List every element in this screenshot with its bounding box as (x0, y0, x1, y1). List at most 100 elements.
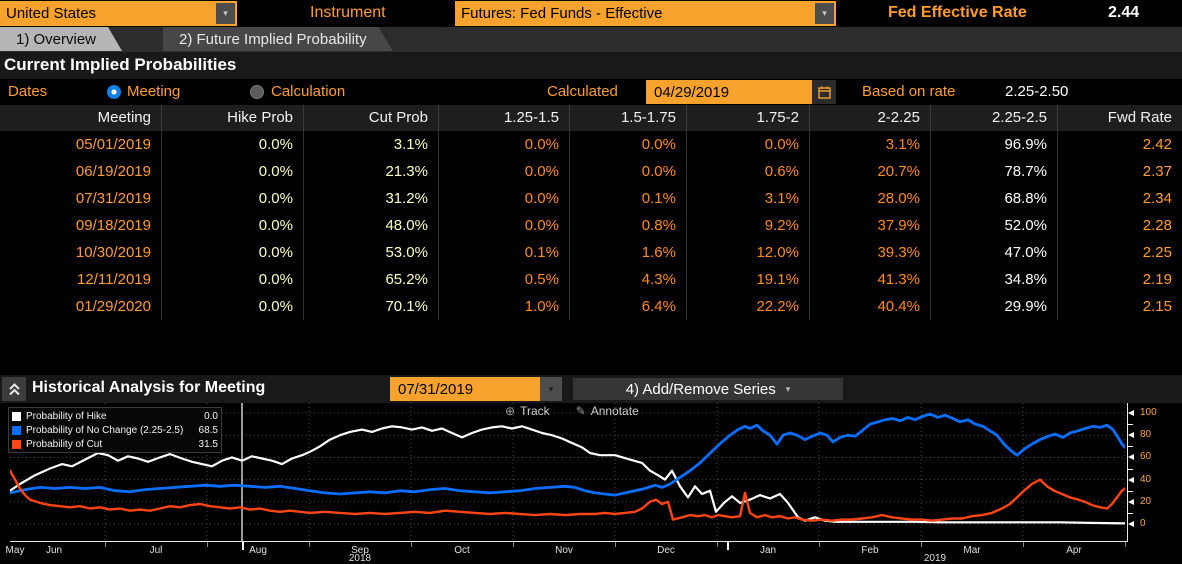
table-row[interactable]: 10/30/2019 0.0% 53.0% 0.1% 1.6% 12.0% 39.3% 47.… (0, 239, 1182, 266)
y-minor-tick (1127, 469, 1133, 470)
country-value: United States (6, 5, 97, 22)
annotate-label: Annotate (590, 404, 639, 418)
calendar-icon[interactable] (812, 80, 836, 104)
column-header-2: Cut Prob (304, 105, 439, 131)
cell-r4c7: 47.0% (931, 239, 1058, 266)
add-remove-series-label: 4) Add/Remove Series (625, 380, 776, 398)
track-label: Track (520, 404, 550, 418)
historical-meeting-value: 07/31/2019 (398, 380, 474, 398)
calculation-radio-label[interactable]: Calculation (271, 83, 346, 100)
legend-value: 68.5 (198, 424, 218, 436)
cell-r5c1: 0.0% (162, 266, 304, 293)
column-header-4: 1.5-1.75 (570, 105, 687, 131)
based-on-rate-label: Based on rate (862, 83, 956, 100)
cell-r4c5: 12.0% (687, 239, 810, 266)
track-button[interactable]: ⊕ Track (505, 404, 550, 418)
meeting-radio-label[interactable]: Meeting (127, 83, 181, 100)
chart-legend: Probability of Hike 0.0 Probability of N… (8, 407, 222, 453)
cell-r1c5: 0.6% (687, 158, 810, 185)
instrument-value: Futures: Fed Funds - Effective (461, 5, 663, 22)
chevron-down-icon: ▾ (785, 383, 791, 394)
cell-r3c3: 0.0% (439, 212, 570, 239)
y-tick-label: 40 (1140, 474, 1152, 485)
x-tick (513, 542, 514, 547)
calculated-date-input[interactable]: 04/29/2019 (646, 80, 812, 104)
collapse-chevrons-icon[interactable] (2, 377, 26, 401)
cell-r1c7: 78.7% (931, 158, 1058, 185)
cell-r1c3: 0.0% (439, 158, 570, 185)
table-row[interactable]: 05/01/2019 0.0% 3.1% 0.0% 0.0% 0.0% 3.1% 96.9% 2… (0, 131, 1182, 158)
legend-swatch (12, 425, 21, 435)
y-minor-tick (1127, 446, 1133, 447)
x-month-label: Mar (963, 545, 981, 556)
cell-r2c2: 31.2% (304, 185, 439, 212)
instrument-select[interactable]: Futures: Fed Funds - Effective ▾ (455, 1, 836, 26)
fed-effective-rate-value: 2.44 (1108, 4, 1140, 21)
legend-item-2: Probability of Cut 31.5 (12, 437, 218, 451)
based-on-rate-value: 2.25-2.50 (1005, 83, 1069, 100)
calculated-label: Calculated (547, 83, 618, 100)
cell-r3c4: 0.8% (570, 212, 687, 239)
cell-r1c8: 2.37 (1142, 163, 1172, 180)
table-row[interactable]: 09/18/2019 0.0% 48.0% 0.0% 0.8% 9.2% 37.9% 52.0… (0, 212, 1182, 239)
annotate-button[interactable]: ✎ Annotate (576, 404, 639, 418)
annotate-pencil-icon: ✎ (575, 404, 586, 418)
cell-r4c3: 0.1% (439, 239, 570, 266)
cell-r2c5: 3.1% (687, 185, 810, 212)
tab-overview[interactable]: 1) Overview (0, 27, 122, 51)
cell-r0c8: 2.42 (1142, 136, 1172, 153)
country-select[interactable]: United States ▾ (0, 1, 237, 26)
cell-r5c8: 2.19 (1142, 271, 1172, 288)
x-tick (1023, 542, 1024, 547)
cell-r3c7: 52.0% (931, 212, 1058, 239)
cell-r0c5: 0.0% (687, 131, 810, 158)
cell-r2c8: 2.34 (1142, 190, 1172, 207)
x-tick (411, 542, 412, 547)
table-row[interactable]: 12/11/2019 0.0% 65.2% 0.5% 4.3% 19.1% 41.3% 34.… (0, 266, 1182, 293)
x-tick-year (727, 542, 729, 550)
table-header-row: Meeting Hike Prob Cut Prob 1.25-1.5 1.5-1.75… (0, 105, 1182, 131)
cell-r1c2: 21.3% (304, 158, 439, 185)
cell-r3c1: 0.0% (162, 212, 304, 239)
y-minor-tick (1127, 424, 1133, 425)
cell-r3c5: 9.2% (687, 212, 810, 239)
chart-toolbar: ⊕ Track ✎ Annotate (505, 404, 639, 418)
x-tick-year (242, 542, 244, 550)
cell-r5c4: 4.3% (570, 266, 687, 293)
fed-effective-rate-label: Fed Effective Rate (888, 4, 1027, 21)
calculation-radio[interactable] (250, 85, 264, 99)
y-tick-arrow (1128, 521, 1134, 527)
cell-r5c2: 65.2% (304, 266, 439, 293)
table-row[interactable]: 06/19/2019 0.0% 21.3% 0.0% 0.0% 0.6% 20.7% 78.7… (0, 158, 1182, 185)
cell-r4c0: 10/30/2019 (0, 239, 162, 266)
x-tick (1125, 542, 1126, 547)
chevron-down-icon[interactable]: ▾ (815, 3, 834, 24)
chevron-down-icon[interactable]: ▾ (540, 377, 562, 401)
top-bar: United States ▾ Instrument Futures: Fed … (0, 0, 1182, 27)
x-month-label: Jun (45, 545, 63, 556)
chevron-down-icon[interactable]: ▾ (216, 3, 235, 24)
meeting-radio[interactable] (107, 85, 121, 99)
tab-future-implied-probability[interactable]: 2) Future Implied Probability (163, 27, 393, 51)
column-header-7: 2.25-2.5 (931, 105, 1058, 131)
cell-r0c6: 3.1% (810, 131, 931, 158)
cell-r0c3: 0.0% (439, 131, 570, 158)
column-header-5: 1.75-2 (687, 105, 810, 131)
x-month-label: Jul (149, 545, 163, 556)
column-header-3: 1.25-1.5 (439, 105, 570, 131)
cell-r2c4: 0.1% (570, 185, 687, 212)
table-row[interactable]: 07/31/2019 0.0% 31.2% 0.0% 0.1% 3.1% 28.0% 68.8… (0, 185, 1182, 212)
cell-r5c3: 0.5% (439, 266, 570, 293)
legend-swatch (12, 411, 21, 421)
x-axis-line (10, 541, 1128, 542)
column-header-1: Hike Prob (162, 105, 304, 131)
x-month-label: Sep (351, 545, 369, 556)
historical-meeting-select[interactable]: 07/31/2019 (390, 377, 540, 401)
cell-r1c6: 20.7% (810, 158, 931, 185)
table-row[interactable]: 01/29/2020 0.0% 70.1% 1.0% 6.4% 22.2% 40.4% 29.… (0, 293, 1182, 320)
y-tick-arrow (1128, 410, 1134, 416)
y-minor-tick (1127, 513, 1133, 514)
x-month-label: Dec (657, 545, 675, 556)
cell-r4c6: 39.3% (810, 239, 931, 266)
add-remove-series-button[interactable]: 4) Add/Remove Series ▾ (572, 377, 844, 401)
